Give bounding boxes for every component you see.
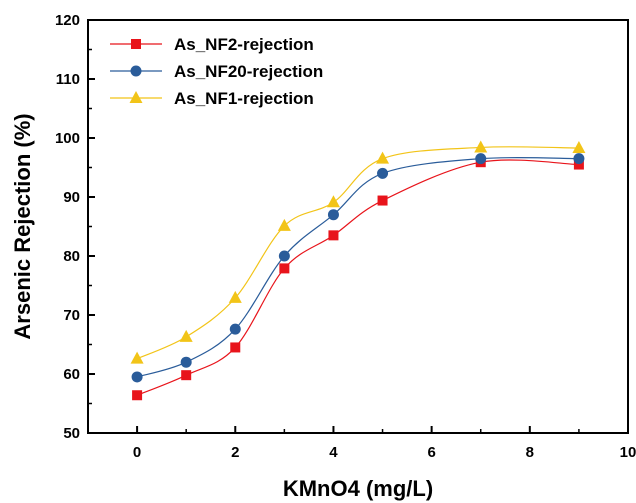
axes-ticks: 50 60 70 80 90 100 110 120 0 2 4 6 8 10 bbox=[55, 12, 636, 461]
y-tick-label: 110 bbox=[56, 71, 80, 88]
data-point-as-nf1-rejection bbox=[179, 329, 193, 342]
data-point-as-nf1-rejection bbox=[277, 218, 291, 231]
data-point-as-nf20-rejection bbox=[377, 167, 389, 179]
y-tick-label: 80 bbox=[63, 248, 80, 265]
x-tick-label: 6 bbox=[427, 444, 435, 461]
data-point-as-nf1-rejection bbox=[572, 141, 586, 154]
data-point-as-nf2-rejection bbox=[328, 230, 339, 241]
series-line-as-nf1-rejection bbox=[136, 146, 579, 360]
legend-marker-as-nf20-rejection bbox=[130, 65, 142, 77]
data-point-as-nf2-rejection bbox=[279, 263, 290, 274]
legend: As_NF2-rejection As_NF20-rejection As_NF1-… bbox=[110, 35, 323, 108]
data-point-as-nf20-rejection bbox=[573, 153, 585, 165]
x-tick-label: 4 bbox=[329, 444, 338, 461]
data-point-as-nf2-rejection bbox=[181, 370, 192, 381]
data-point-as-nf2-rejection bbox=[573, 159, 584, 170]
legend-label-as-nf1-rejection: As_NF1-rejection bbox=[174, 89, 314, 108]
data-point-as-nf1-rejection bbox=[376, 151, 390, 164]
data-point-as-nf2-rejection bbox=[230, 342, 241, 353]
series-lines bbox=[136, 146, 579, 396]
series-line-as-nf20-rejection bbox=[136, 156, 579, 378]
data-point-as-nf1-rejection bbox=[130, 351, 144, 364]
y-tick-label: 70 bbox=[63, 307, 80, 324]
legend-marker-as-nf2-rejection bbox=[131, 39, 141, 49]
y-tick-label: 120 bbox=[55, 12, 80, 29]
data-point-as-nf20-rejection bbox=[180, 356, 192, 368]
data-point-as-nf2-rejection bbox=[132, 390, 143, 401]
y-tick-label: 60 bbox=[63, 366, 80, 383]
data-point-as-nf1-rejection bbox=[326, 195, 340, 208]
y-tick-label: 90 bbox=[63, 189, 80, 206]
x-tick-label: 10 bbox=[620, 444, 636, 461]
data-point-as-nf1-rejection bbox=[474, 140, 488, 153]
x-tick-label: 8 bbox=[526, 444, 534, 461]
data-point-as-nf20-rejection bbox=[131, 371, 143, 383]
data-point-as-nf20-rejection bbox=[475, 153, 487, 165]
y-tick-label: 100 bbox=[55, 130, 80, 147]
data-point-as-nf20-rejection bbox=[229, 323, 241, 335]
legend-marker-as-nf1-rejection bbox=[129, 91, 143, 103]
y-tick-label: 50 bbox=[63, 425, 80, 442]
data-point-as-nf2-rejection bbox=[377, 195, 388, 206]
data-point-as-nf20-rejection bbox=[327, 209, 339, 221]
plot-frame-group bbox=[87, 19, 629, 434]
series-line-as-nf2-rejection bbox=[136, 159, 579, 396]
data-point-as-nf20-rejection bbox=[278, 250, 290, 262]
legend-label-as-nf20-rejection: As_NF20-rejection bbox=[174, 62, 323, 81]
series-markers bbox=[130, 140, 586, 401]
x-tick-label: 2 bbox=[231, 444, 239, 461]
data-point-as-nf1-rejection bbox=[228, 290, 242, 303]
plot-frame bbox=[87, 19, 629, 434]
legend-label-as-nf2-rejection: As_NF2-rejection bbox=[174, 35, 314, 54]
x-tick-label: 0 bbox=[133, 444, 141, 461]
y-axis-title: Arsenic Rejection (%) bbox=[10, 113, 35, 339]
x-axis-title: KMnO4 (mg/L) bbox=[283, 476, 433, 501]
